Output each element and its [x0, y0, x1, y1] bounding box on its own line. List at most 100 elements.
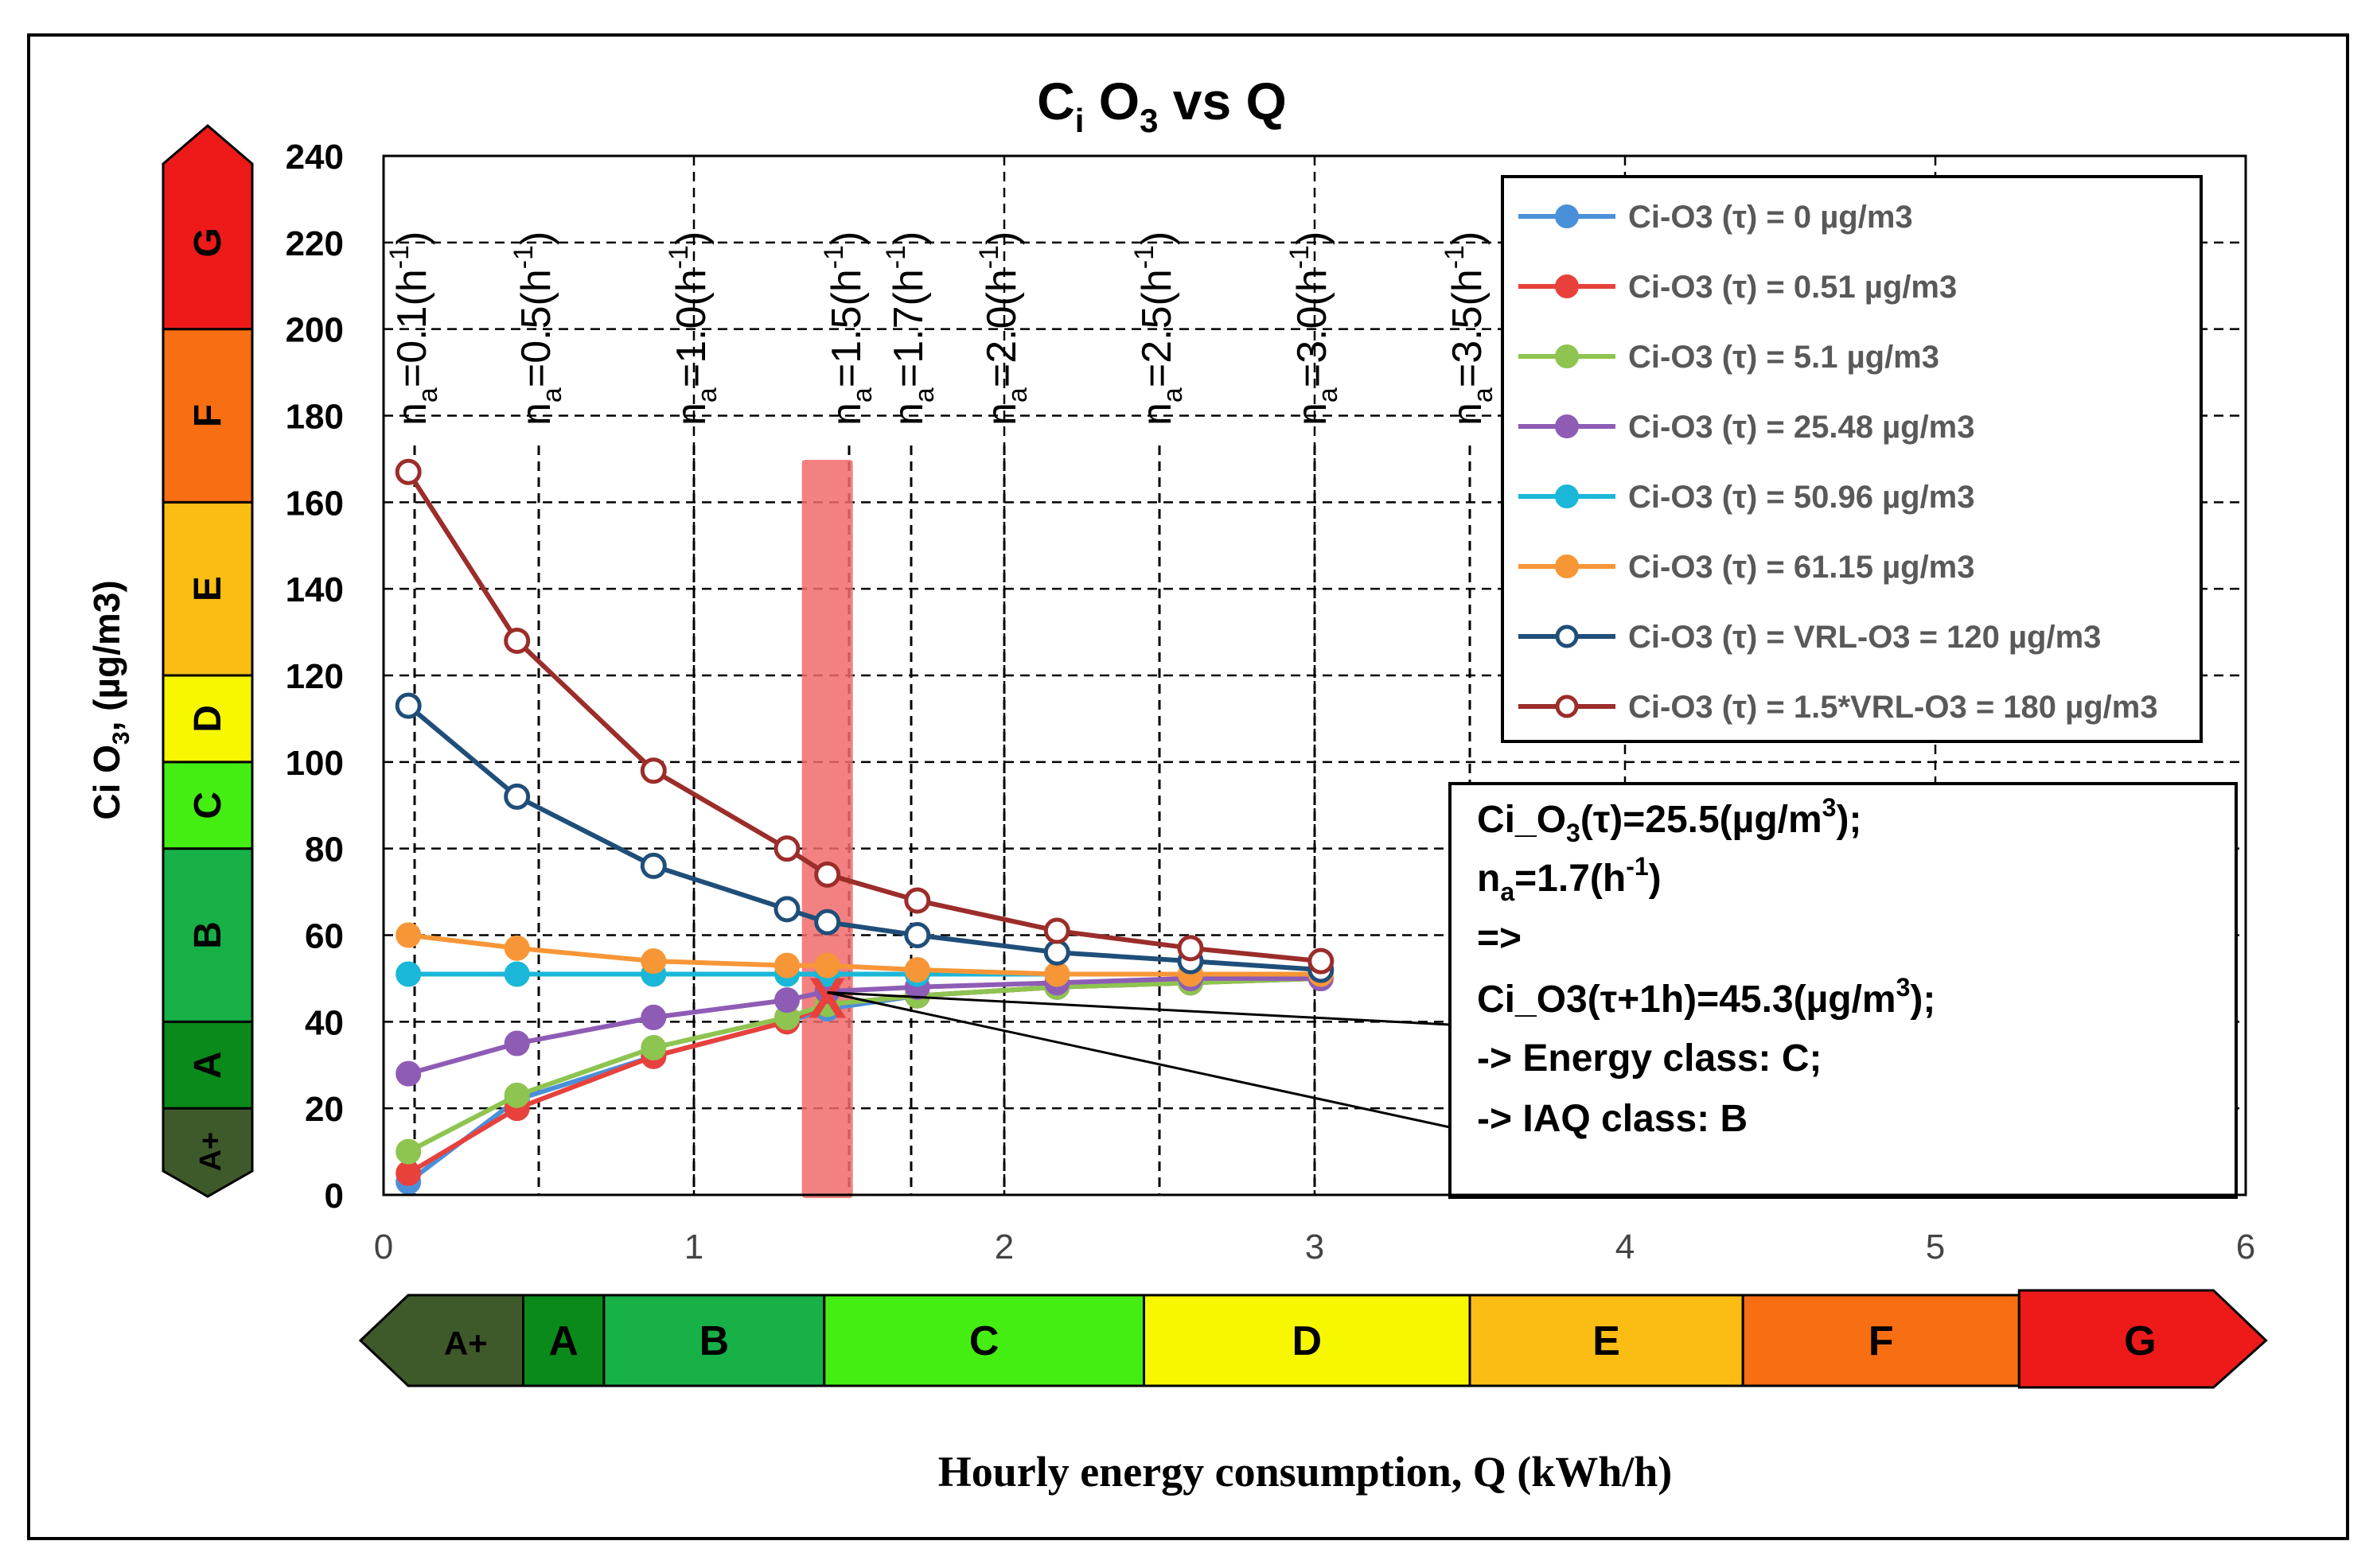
na-sub: a [1158, 387, 1188, 403]
highlight-band [801, 460, 853, 1198]
legend-swatch-marker [1555, 695, 1579, 718]
air-change-label: na=1.7(h-1) [881, 232, 940, 426]
na-sub: a [910, 387, 940, 403]
ylabel-sub: 3 [108, 731, 134, 745]
energy-class-label: C [969, 1318, 1000, 1364]
selected-point-marker: X [809, 967, 847, 1030]
annotation-line: na=1.7(h-1) [1477, 852, 1662, 906]
data-point [504, 627, 531, 654]
data-point [395, 458, 422, 485]
na-sup: -1 [664, 245, 694, 269]
legend-swatch-marker [1555, 344, 1579, 368]
na-close: ) [979, 232, 1025, 245]
energy-class-block [1468, 1294, 1744, 1387]
air-change-label: na=3.5(h-1) [1440, 232, 1498, 426]
data-point [814, 861, 841, 888]
legend-swatch-marker [1555, 274, 1579, 298]
na-sup: -1 [1440, 245, 1470, 269]
iaq-class-scale: A+ A B C D E F G [162, 124, 254, 1198]
data-point [1177, 935, 1204, 962]
air-change-label: na=2.5(h-1) [1129, 232, 1188, 426]
na-n: n [668, 403, 715, 426]
na-sup: -1 [1284, 245, 1315, 269]
data-point [774, 952, 800, 979]
x-tick-label: 2 [995, 1228, 1014, 1266]
legend-swatch-marker [1555, 624, 1579, 648]
data-point [641, 1034, 667, 1060]
callout-line [827, 990, 1451, 1026]
data-point [395, 692, 422, 719]
title-main: C [1037, 72, 1075, 130]
data-point [1043, 939, 1070, 966]
data-point [641, 948, 667, 975]
energy-class-label: A+ [444, 1325, 488, 1362]
na-n: n [979, 403, 1025, 426]
data-point [814, 952, 840, 979]
na-n: n [886, 403, 932, 426]
na-close: ) [886, 232, 932, 245]
iaq-class-label: C [187, 792, 229, 819]
data-point [504, 783, 531, 810]
annotation-line: Ci_O3(τ+1h)=45.3(µg/m3); [1477, 973, 1935, 1021]
na-sub: a [692, 387, 723, 403]
data-point [774, 987, 800, 1014]
na-n: n [513, 403, 559, 426]
iaq-class-label: B [187, 921, 229, 949]
na-sub: a [1003, 387, 1033, 403]
energy-class-label: D [1292, 1318, 1322, 1364]
y-axis-label: Ci O3, (µg/m3) [86, 580, 134, 819]
air-change-label: na=0.5(h-1) [509, 232, 567, 426]
na-eq: =2.0(h [979, 269, 1025, 387]
na-n: n [389, 403, 435, 426]
data-point [1307, 947, 1335, 975]
legend-label: Ci-O3 (τ) = 0 µg/m3 [1628, 200, 1913, 235]
na-close: ) [389, 232, 435, 245]
na-eq: =0.1(h [389, 269, 435, 387]
air-change-label: na=2.0(h-1) [974, 232, 1033, 426]
na-sup: -1 [509, 245, 539, 269]
legend-label: Ci-O3 (τ) = 50.96 µg/m3 [1628, 480, 1975, 515]
y-tick-label: 60 [305, 917, 344, 956]
air-change-lines: na=0.1(h-1)na=0.5(h-1)na=1.0(h-1)na=1.5(… [384, 232, 1498, 1195]
air-change-label: na=1.0(h-1) [664, 232, 723, 426]
na-n: n [1289, 403, 1335, 426]
legend-box [1501, 175, 2203, 743]
data-point [904, 957, 930, 983]
data-point [773, 835, 801, 862]
axis-ticks: 0 20 40 60 80 100 120 140 160 180 200 220 240 0 1 2 3 4 5 6 [286, 138, 2256, 1266]
data-point [396, 961, 422, 987]
y-tick-label: 160 [286, 484, 344, 523]
data-point [773, 896, 801, 923]
data-point [396, 922, 422, 948]
data-point [904, 887, 931, 914]
na-eq: =3.5(h [1444, 269, 1490, 387]
y-tick-label: 0 [325, 1177, 344, 1216]
iaq-class-block [162, 124, 254, 331]
data-point [641, 1004, 667, 1030]
series-lines: X [395, 458, 1335, 1195]
iaq-class-block [162, 500, 254, 677]
legend-swatch-marker [1555, 554, 1579, 578]
data-point [1043, 917, 1070, 944]
na-n: n [1134, 403, 1180, 426]
annotation-rect [1448, 782, 2238, 1199]
data-point [904, 922, 931, 948]
annotation-line: -> IAQ class: B [1477, 1098, 1748, 1140]
na-sup: -1 [819, 245, 849, 269]
na-sup: -1 [881, 245, 911, 269]
data-point [504, 961, 530, 987]
na-eq: =2.5(h [1134, 269, 1180, 387]
energy-class-label: G [2124, 1318, 2156, 1364]
iaq-class-label: A+ [194, 1132, 228, 1172]
na-sup: -1 [974, 245, 1004, 269]
y-tick-label: 120 [286, 657, 344, 696]
iaq-class-label: D [187, 705, 229, 733]
title-sub: i [1075, 102, 1085, 139]
energy-class-block [1143, 1294, 1471, 1387]
x-tick-label: 3 [1305, 1228, 1324, 1266]
na-close: ) [1134, 232, 1180, 245]
iaq-class-block [162, 761, 254, 850]
na-n: n [1444, 403, 1490, 426]
x-axis-label: Hourly energy consumption, Q (kWh/h) [938, 1448, 1673, 1496]
legend-label: Ci-O3 (τ) = 25.48 µg/m3 [1628, 410, 1975, 445]
